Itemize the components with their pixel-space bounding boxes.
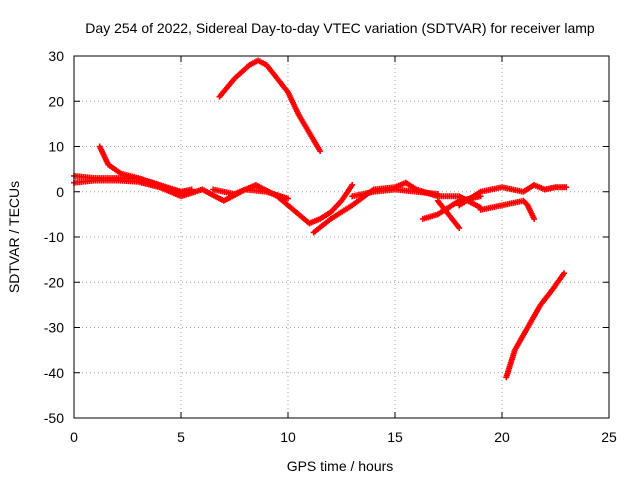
series-track-g (349, 186, 441, 200)
data-point (349, 181, 356, 188)
series-track-d (210, 181, 356, 227)
series-track-j (456, 181, 570, 209)
y-tick-label: -20 (44, 274, 64, 290)
data-point (561, 270, 568, 277)
x-tick-label: 15 (387, 429, 403, 445)
data-series (71, 57, 570, 381)
series-track-l (503, 270, 568, 381)
y-tick-label: 0 (56, 184, 64, 200)
data-point (456, 224, 463, 231)
x-tick-label: 5 (177, 429, 185, 445)
y-tick-label: -10 (44, 229, 64, 245)
data-point (563, 184, 570, 191)
data-point (188, 186, 195, 193)
series-track-k (477, 197, 538, 222)
data-point (317, 148, 324, 155)
y-tick-label: -40 (44, 365, 64, 381)
grid-lines (74, 56, 609, 418)
x-tick-label: 20 (494, 429, 510, 445)
data-point (531, 215, 538, 222)
x-tick-label: 25 (601, 429, 617, 445)
chart-title: Day 254 of 2022, Sidereal Day-to-day VTE… (85, 20, 595, 36)
data-point (434, 191, 441, 198)
y-tick-label: 30 (48, 48, 64, 64)
y-tick-label: -50 (44, 410, 64, 426)
axis-ticks: 0 5 10 15 20 25 30 20 10 0 -10 -20 -30 -40 -50 (44, 48, 617, 445)
x-axis-label: GPS time / hours (287, 458, 394, 474)
y-tick-label: 20 (48, 93, 64, 109)
data-point (285, 195, 291, 202)
y-tick-label: -30 (44, 320, 64, 336)
data-point (178, 191, 184, 198)
x-tick-label: 0 (70, 429, 78, 445)
series-track-c (96, 143, 184, 198)
y-axis-label: SDTVAR / TECUs (6, 181, 22, 293)
series-track-e (216, 57, 324, 155)
series-track-i (434, 197, 463, 231)
x-tick-label: 10 (280, 429, 296, 445)
y-tick-label: 10 (48, 139, 64, 155)
